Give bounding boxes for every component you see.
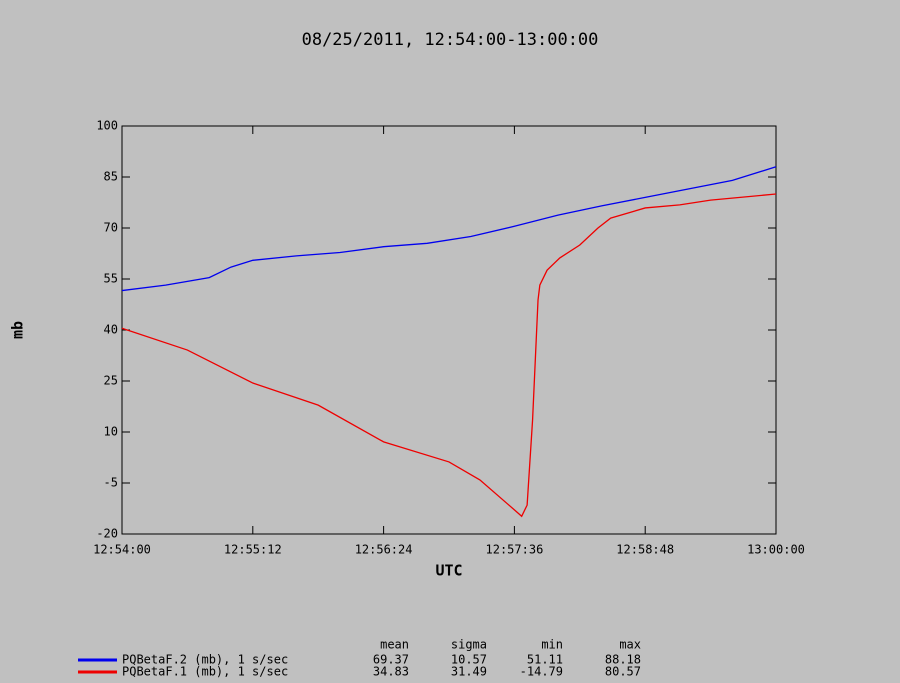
stats-value: 51.11 (527, 653, 563, 667)
y-tick-label: 70 (104, 221, 118, 235)
stats-header: sigma (451, 638, 487, 652)
stats-header: min (541, 638, 563, 652)
y-tick-label: -20 (96, 527, 118, 541)
stats-header: mean (380, 638, 409, 652)
stats-header: max (619, 638, 641, 652)
stats-value: 10.57 (451, 653, 487, 667)
y-tick-label: -5 (104, 476, 118, 490)
series-line (121, 193, 777, 518)
legend-label: PQBetaF.1 (mb), 1 s/sec (122, 665, 288, 679)
legend-label: PQBetaF.2 (mb), 1 s/sec (122, 653, 288, 667)
y-tick-label: 40 (104, 323, 118, 337)
x-tick-label: 12:56:24 (355, 543, 413, 557)
x-tick-label: 12:55:12 (224, 543, 282, 557)
x-tick-label: 12:54:00 (93, 543, 151, 557)
stats-value: 69.37 (373, 653, 409, 667)
x-tick-label: 13:00:00 (747, 543, 805, 557)
stats-value: 34.83 (373, 665, 409, 679)
x-axis-label: UTC (435, 562, 462, 580)
stats-value: 80.57 (605, 665, 641, 679)
x-tick-label: 12:57:36 (486, 543, 544, 557)
y-axis-label: mb (9, 321, 27, 339)
y-tick-label: 85 (104, 170, 118, 184)
stats-value: -14.79 (520, 665, 563, 679)
stats-value: 88.18 (605, 653, 641, 667)
y-tick-label: 100 (96, 119, 118, 133)
x-tick-label: 12:58:48 (616, 543, 674, 557)
y-tick-label: 25 (104, 374, 118, 388)
y-tick-label: 55 (104, 272, 118, 286)
y-tick-label: 10 (104, 425, 118, 439)
chart-title: 08/25/2011, 12:54:00-13:00:00 (302, 30, 599, 50)
series-line (121, 166, 777, 292)
plot-frame (121, 125, 777, 535)
stats-value: 31.49 (451, 665, 487, 679)
